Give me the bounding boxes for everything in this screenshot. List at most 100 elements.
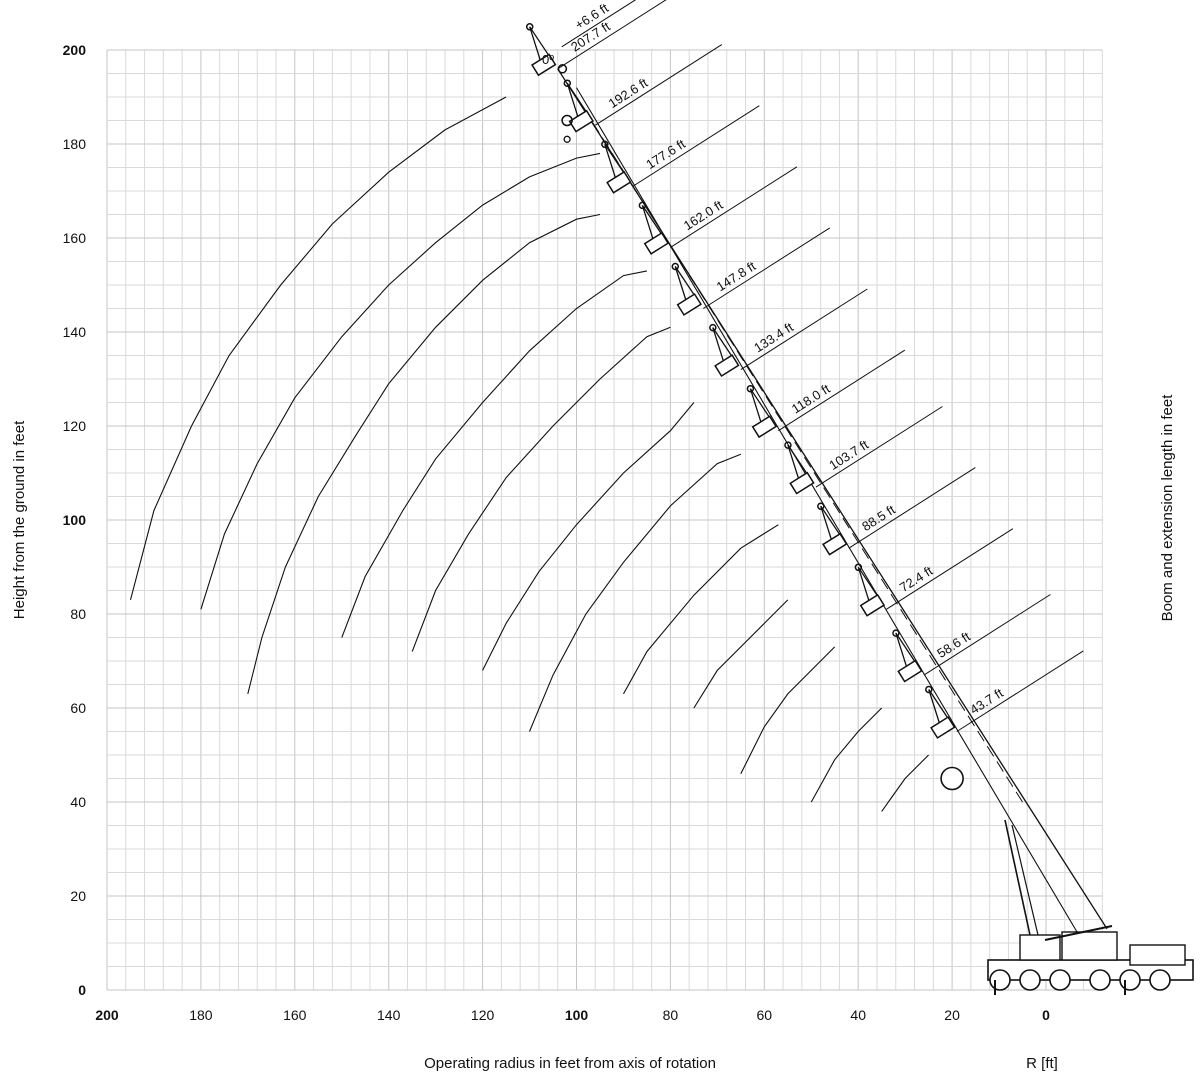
radius-height-curves [129, 96, 929, 812]
jib-pivot-marker [854, 563, 863, 572]
x-tick-label: 80 [663, 1007, 679, 1023]
y-tick-label: 0 [78, 982, 86, 998]
boom-length-label: 192.6 ft [606, 75, 651, 111]
boom-length-leader [670, 166, 798, 248]
winch-drum [940, 766, 964, 791]
x-tick-label: 100 [565, 1007, 589, 1023]
boom-length-leader [956, 650, 1084, 732]
jib-line [674, 266, 688, 305]
jib-pivot-marker [784, 441, 792, 449]
x-tick-label: 60 [757, 1007, 773, 1023]
x-tick-label: 180 [189, 1007, 213, 1023]
radius-height-curve [247, 213, 601, 695]
boom-length-leader [815, 406, 943, 488]
boom-section-block [714, 354, 740, 378]
radius-height-curve [740, 646, 836, 775]
y-tick-label: 20 [70, 888, 86, 904]
x-tick-label: 0 [1042, 1007, 1050, 1023]
hook-sheave [557, 64, 568, 74]
jib-line [857, 567, 871, 606]
boom-length-label: 118.0 ft [789, 381, 833, 417]
radius-height-curve [341, 270, 648, 638]
boom-length-label: 162.0 ft [681, 197, 726, 233]
boom-length-leader [778, 349, 906, 432]
radius-height-curve [200, 152, 601, 610]
radius-height-curve [881, 754, 929, 812]
jib-line [529, 26, 543, 65]
x-tick-label: 120 [471, 1007, 495, 1023]
crane-carrier-icon [987, 819, 1194, 995]
boom-length-axis-title: Boom and extension length in feet [1159, 394, 1176, 622]
boom-section-block [897, 659, 923, 683]
boom-length-leader [702, 227, 831, 309]
x-axis-ticks: 200 180 160 140 120 100 80 60 40 20 0 [95, 1007, 1050, 1023]
y-tick-label: 140 [63, 324, 87, 340]
radius-height-curve [482, 402, 695, 671]
boom-section-block [606, 170, 632, 194]
boom-length-label: 177.6 ft [643, 136, 688, 172]
y-axis-ticks: 0 20 40 60 80 100 120 140 160 180 200 [63, 42, 87, 998]
radius-height-curve [528, 453, 742, 732]
boom-section-block [568, 109, 594, 133]
jib-line [566, 83, 580, 122]
jib-line [749, 388, 764, 427]
x-tick-label: 140 [377, 1007, 401, 1023]
y-tick-label: 40 [70, 794, 86, 810]
boom-length-leader [595, 44, 723, 126]
x-tick-label: 20 [944, 1007, 960, 1023]
boom-length-leader [923, 594, 1051, 676]
boom-length-leader [848, 467, 976, 549]
y-tick-label: 60 [70, 700, 86, 716]
x-tick-label: 40 [850, 1007, 866, 1023]
boom-outer-line [557, 68, 1108, 930]
y-tick-label: 80 [70, 606, 86, 622]
radius-height-curve [810, 707, 883, 803]
y-axis-title: Height from the ground in feet [11, 420, 28, 619]
boom-length-leader [557, 0, 667, 70]
boom-section-block [643, 231, 670, 255]
zero-angle-label: 0º [542, 52, 554, 67]
boom-length-leader [632, 105, 760, 187]
radius-height-curve [623, 524, 779, 695]
radius-height-curve [693, 599, 789, 709]
jib-pivot-marker [638, 201, 647, 210]
jib-pivot-marker [671, 262, 680, 271]
hook-eye [563, 135, 571, 143]
boom-section-block [822, 532, 848, 556]
jib-line [604, 144, 618, 183]
y-tick-label: 160 [63, 230, 87, 246]
x-tick-label: 200 [95, 1007, 119, 1023]
chart-grid [106, 49, 1103, 991]
jib-pivot-marker [925, 685, 933, 694]
y-tick-label: 120 [63, 418, 87, 434]
boom-length-label: 147.8 ft [714, 258, 759, 294]
boom-length-label: 133.4 ft [751, 319, 796, 355]
jib-line [641, 205, 656, 244]
jib-pivot-marker [746, 384, 755, 393]
boom-section-block [531, 53, 557, 77]
jib-pivot-marker [563, 79, 572, 87]
boom-section-block [751, 415, 778, 439]
jib-pivot-marker [709, 323, 717, 332]
jib-pivot-marker [601, 140, 609, 149]
y-tick-label: 180 [63, 136, 87, 152]
radius-height-curve [411, 326, 671, 652]
radius-height-curve [129, 96, 507, 601]
boom-section-block [859, 593, 886, 617]
unit-label: R [ft] [1026, 1055, 1058, 1072]
y-tick-label: 200 [63, 42, 87, 58]
boom-length-leader [886, 528, 1014, 610]
boom-dashed-line [576, 96, 1023, 803]
boom-section-block [676, 293, 702, 316]
x-axis-title: Operating radius in feet from axis of ro… [424, 1055, 716, 1072]
y-tick-label: 100 [63, 512, 87, 528]
boom-inner-line [576, 87, 1085, 944]
jib-line [895, 632, 909, 672]
boom-section-block [789, 471, 815, 495]
boom-length-leader [561, 0, 637, 48]
jib-pivot-marker [817, 502, 825, 510]
jib-line [928, 689, 942, 728]
boom-lines [557, 68, 1108, 944]
